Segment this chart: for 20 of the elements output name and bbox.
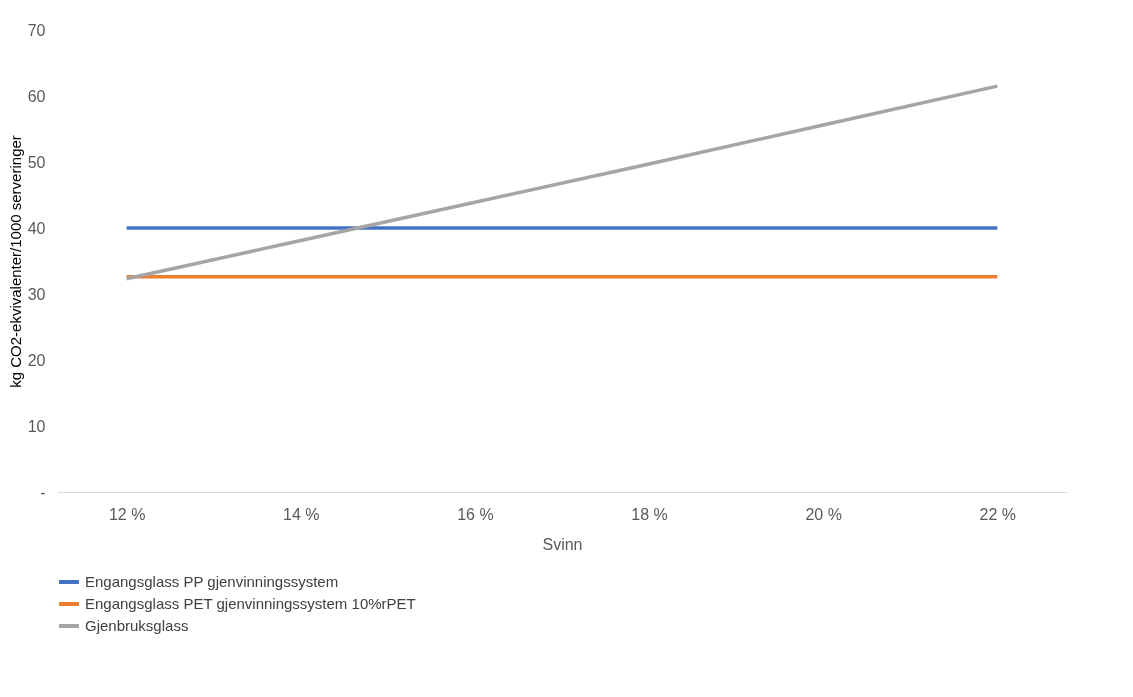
y-tick-label: 70 (27, 21, 46, 39)
y-tick-label: 40 (27, 219, 46, 237)
y-tick-label: 10 (27, 417, 46, 435)
legend-label: Engangsglass PP gjenvinningssystem (85, 573, 339, 590)
x-tick-label: 22 % (979, 505, 1017, 523)
y-tick-label: - (40, 483, 46, 501)
x-tick-label: 20 % (805, 505, 842, 523)
y-tick-label: 20 (27, 351, 46, 369)
y-tick-label: 50 (27, 153, 46, 171)
y-tick-label: 30 (27, 285, 46, 303)
legend-label: Gjenbruksglass (85, 617, 189, 634)
x-tick-label: 12 % (108, 505, 146, 523)
x-tick-label: 18 % (631, 505, 668, 523)
x-axis-title: Svinn (542, 535, 583, 553)
line-series (124, 84, 1000, 281)
legend-label: Engangsglass PET gjenvinningssystem 10%rPET (85, 595, 416, 612)
x-tick-label: 16 % (457, 505, 494, 523)
y-tick-label: 60 (27, 87, 46, 105)
y-axis-title: kg CO2-ekvivalenter/1000 serveringer (6, 135, 24, 388)
x-tick-label: 14 % (283, 505, 320, 523)
